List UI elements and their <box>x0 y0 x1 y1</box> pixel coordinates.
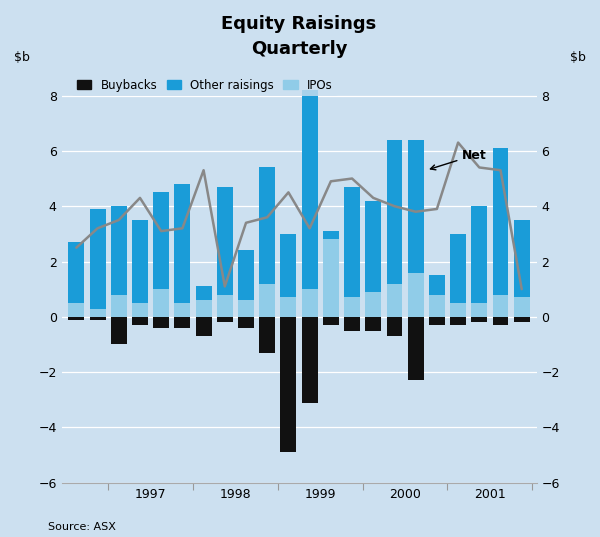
Bar <box>323 317 339 325</box>
Bar <box>217 187 233 295</box>
Bar <box>89 309 106 317</box>
Bar <box>238 317 254 328</box>
Bar <box>408 273 424 317</box>
Bar <box>196 317 212 336</box>
Bar <box>280 317 296 452</box>
Bar <box>429 317 445 325</box>
Bar <box>429 295 445 317</box>
Bar <box>472 303 487 317</box>
Bar <box>323 240 339 317</box>
Bar <box>323 231 339 240</box>
Bar <box>344 297 360 317</box>
Bar <box>217 295 233 317</box>
Bar <box>493 295 508 317</box>
Bar <box>132 303 148 317</box>
Bar <box>493 317 508 325</box>
Bar <box>111 317 127 345</box>
Bar <box>514 317 530 322</box>
Bar <box>408 140 424 273</box>
Bar <box>111 295 127 317</box>
Bar <box>365 292 381 317</box>
Bar <box>259 284 275 317</box>
Bar <box>217 317 233 322</box>
Bar <box>472 206 487 303</box>
Bar <box>68 317 84 320</box>
Bar <box>472 317 487 322</box>
Bar <box>344 187 360 297</box>
Bar <box>132 317 148 325</box>
Bar <box>175 303 190 317</box>
Bar <box>196 300 212 317</box>
Bar <box>302 90 317 289</box>
Bar <box>89 209 106 309</box>
Bar <box>386 140 403 284</box>
Bar <box>132 220 148 303</box>
Text: $b: $b <box>570 50 586 64</box>
Bar <box>386 317 403 336</box>
Bar <box>259 168 275 284</box>
Bar <box>302 289 317 317</box>
Bar <box>238 250 254 300</box>
Bar <box>365 317 381 331</box>
Text: $b: $b <box>14 50 30 64</box>
Bar <box>450 303 466 317</box>
Bar <box>68 303 84 317</box>
Title: Equity Raisings
Quarterly: Equity Raisings Quarterly <box>221 15 377 58</box>
Bar <box>175 184 190 303</box>
Bar <box>111 206 127 295</box>
Bar <box>514 297 530 317</box>
Bar <box>153 289 169 317</box>
Bar <box>302 317 317 403</box>
Bar <box>280 234 296 297</box>
Bar <box>238 300 254 317</box>
Bar <box>386 284 403 317</box>
Bar <box>493 148 508 295</box>
Bar <box>259 317 275 353</box>
Bar <box>450 234 466 303</box>
Legend: Buybacks, Other raisings, IPOs: Buybacks, Other raisings, IPOs <box>72 74 338 96</box>
Bar <box>514 220 530 297</box>
Bar <box>68 242 84 303</box>
Text: Source: ASX: Source: ASX <box>48 521 116 532</box>
Bar <box>365 201 381 292</box>
Bar <box>280 297 296 317</box>
Bar <box>153 192 169 289</box>
Text: Net: Net <box>430 149 487 170</box>
Bar <box>175 317 190 328</box>
Bar <box>89 317 106 320</box>
Bar <box>344 317 360 331</box>
Bar <box>429 275 445 295</box>
Bar <box>153 317 169 328</box>
Bar <box>196 286 212 300</box>
Bar <box>450 317 466 325</box>
Bar <box>408 317 424 380</box>
